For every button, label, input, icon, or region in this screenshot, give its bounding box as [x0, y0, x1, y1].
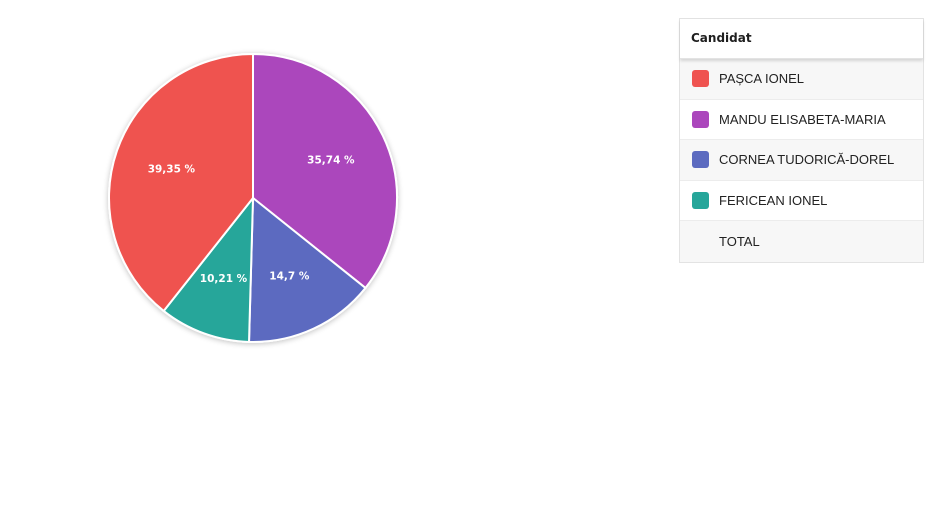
pie-slice-pasca-ionel[interactable] — [108, 53, 254, 312]
pie-slice-label: 39,35 % — [148, 164, 196, 176]
legend-total-label: TOTAL — [719, 233, 760, 249]
pie-slice-fericean-ionel[interactable] — [162, 197, 254, 343]
pie-slice-label: 10,21 % — [200, 273, 248, 285]
legend-swatch-empty — [692, 233, 709, 250]
legend-item-pasca-ionel[interactable]: PAȘCA IONEL — [680, 59, 923, 100]
legend-item-label: PAȘCA IONEL — [719, 71, 805, 87]
pie-slice-label: 14,7 % — [269, 270, 310, 282]
legend-item-label: FERICEAN IONEL — [719, 192, 828, 208]
legend-item-label: MANDU ELISABETA-MARIA — [719, 111, 886, 127]
pie-slice-label: 35,74 % — [307, 155, 355, 167]
legend-item-label: CORNEA TUDORICĂ-DOREL — [719, 152, 895, 168]
pie-labels: 35,74 % 14,7 % 10,21 % 39,35 % — [148, 155, 355, 286]
legend-swatch — [692, 70, 709, 88]
legend-item-fericean-ionel[interactable]: FERICEAN IONEL — [680, 180, 923, 221]
legend-header: Candidat — [680, 19, 923, 59]
pie-slice-cornea-tudorica-dorel[interactable] — [248, 197, 367, 343]
legend-swatch — [692, 191, 709, 209]
pie-chart: 35,74 % 14,7 % 10,21 % 39,35 % — [108, 53, 398, 343]
pie-slices — [108, 53, 398, 343]
legend-swatch — [692, 151, 709, 169]
legend-swatch — [692, 110, 709, 128]
legend-item-cornea-tudorica-dorel[interactable]: CORNEA TUDORICĂ-DOREL — [680, 140, 923, 181]
legend-total-row: TOTAL — [680, 221, 923, 262]
legend-item-mandu-elisabeta-maria[interactable]: MANDU ELISABETA-MARIA — [680, 99, 923, 140]
pie-slice-mandu-elisabeta-maria[interactable] — [252, 53, 398, 289]
legend: Candidat PAȘCA IONEL MANDU ELISABETA-MAR… — [679, 18, 924, 263]
